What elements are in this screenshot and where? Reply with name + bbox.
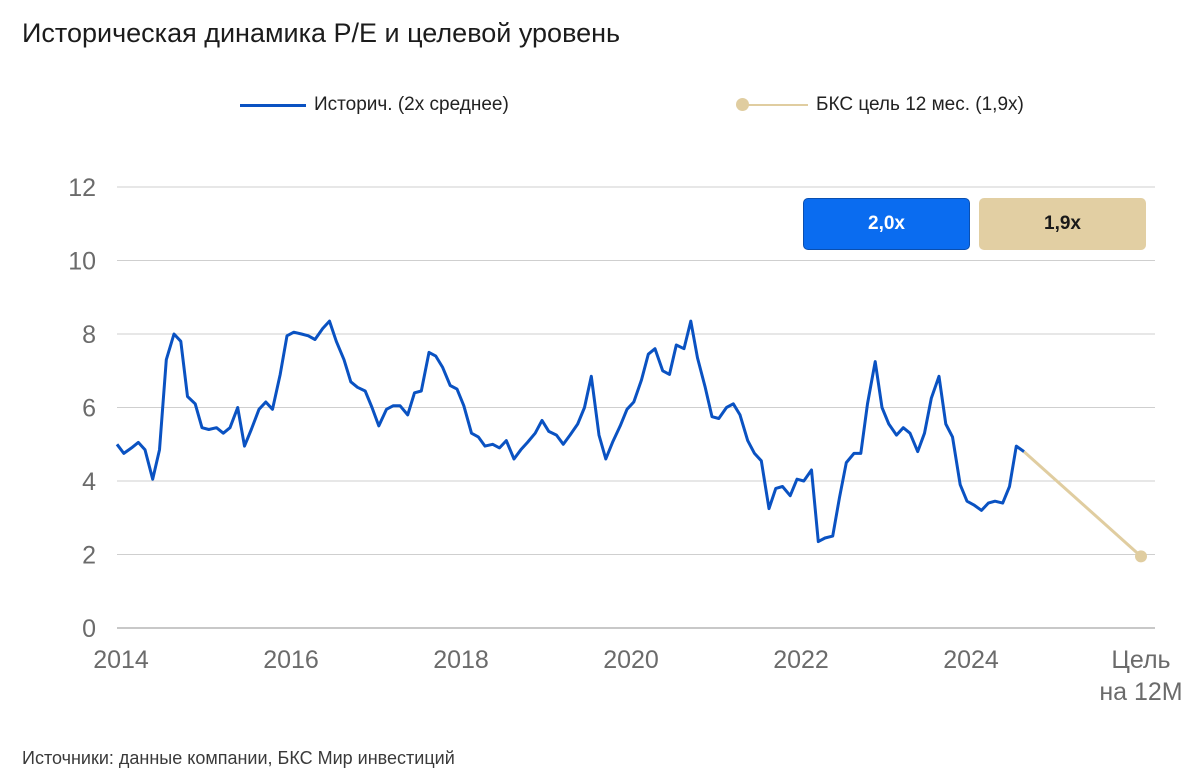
legend-line-icon [240,103,306,107]
legend-label-target: БКС цель 12 мес. (1,9x) [816,94,1024,115]
target-tick-label: на 12M [1099,678,1182,706]
x-tick-label: 2024 [943,646,999,674]
historical-multiple-badge: 2,0x [803,198,970,250]
target-multiple-badge: 1,9x [979,198,1146,250]
y-tick-label: 0 [82,615,96,643]
legend-item-target: БКС цель 12 мес. (1,9x) [736,94,1024,116]
x-tick-label: 2020 [603,646,659,674]
chart-title: Историческая динамика P/E и целевой уров… [22,18,621,48]
x-tick-label: 2016 [263,646,319,674]
target-point [1135,550,1147,563]
source-note: Источники: данные компании, БКС Мир инве… [22,748,455,768]
x-tick-label: 2018 [433,646,489,674]
y-tick-label: 8 [82,321,96,349]
legend-label-historical: Историч. (2x среднее) [314,94,509,115]
target-tick-label: Цель [1111,646,1170,674]
x-tick-label: 2022 [773,646,829,674]
x-tick-label: 2014 [93,646,149,674]
y-tick-label: 12 [68,174,96,202]
legend-dot-line-icon [736,98,808,112]
y-tick-label: 2 [82,542,96,570]
historical-series-line [115,319,1025,544]
y-tick-label: 10 [68,248,96,276]
target-series-line [1022,450,1143,558]
legend-item-historical: Историч. (2x среднее) [240,94,509,116]
y-tick-label: 4 [82,468,96,496]
y-tick-label: 6 [82,395,96,423]
